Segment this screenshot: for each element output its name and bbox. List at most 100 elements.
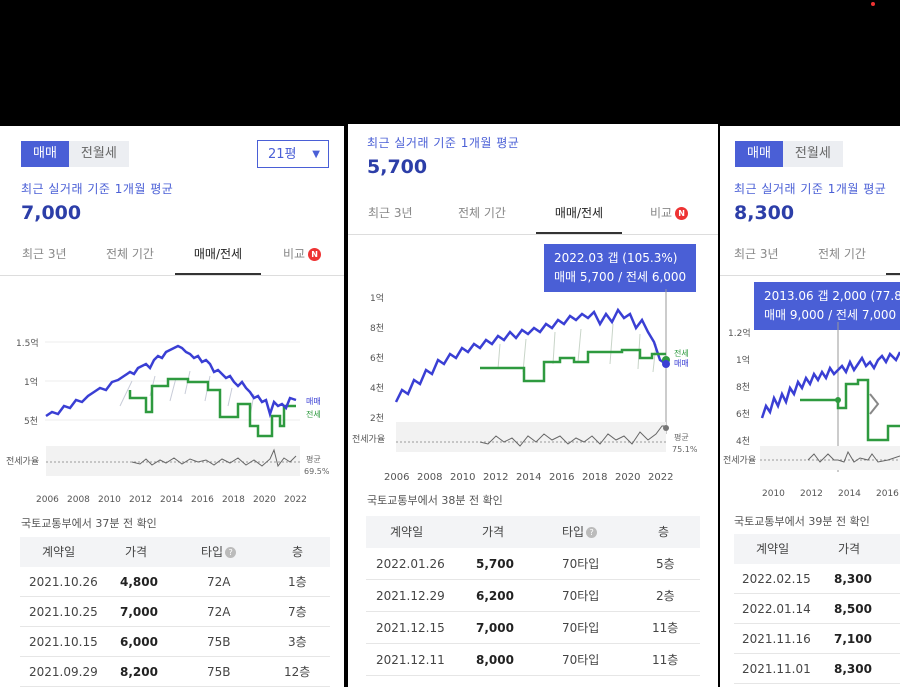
help-icon[interactable]: ? <box>225 547 237 558</box>
trade-spikes <box>497 323 657 373</box>
data-source: 국토교통부에서 39분 전 확인 <box>734 515 870 528</box>
row-type: 72A <box>207 575 231 589</box>
tab-sale-rent[interactable]: 매매/전세 <box>175 239 261 275</box>
y-tick-label: 1억 <box>24 376 38 388</box>
row-date: 2021.12.29 <box>376 589 445 603</box>
table-row[interactable]: 2021.11.01 8,300 <box>734 654 900 684</box>
x-tick-label: 2006 <box>36 495 59 505</box>
y-tick-label: 8천 <box>736 382 750 393</box>
transaction-table: 계약일 가격 타입? 층 2022.01.26 5,700 70타입 5층 20… <box>366 516 700 676</box>
row-price: 8,300 <box>834 662 872 676</box>
row-date: 2021.10.26 <box>29 575 98 589</box>
table-row[interactable]: 2021.10.26 4,800 72A 1층 <box>20 567 330 597</box>
price-chart[interactable]: 1억 8천 6천 4천 2천 전세 매매 전세가율 평균 75.1% 2006 … <box>348 284 718 494</box>
y-tick-label: 4천 <box>736 436 750 447</box>
y-tick-label: 1억 <box>370 292 384 304</box>
x-tick-label: 2010 <box>762 489 785 499</box>
avg-subtitle: 최근 실거래 기준 1개월 평균 <box>367 136 520 150</box>
row-date: 2021.11.16 <box>742 632 811 646</box>
col-type: 타입? <box>201 537 237 567</box>
tab-all-period[interactable]: 전체 기간 <box>458 206 506 220</box>
chevron-right-icon[interactable] <box>869 393 880 415</box>
x-tick-label: 2010 <box>98 495 121 505</box>
tab-sale-rent[interactable] <box>886 239 900 275</box>
y-tick-label: 2천 <box>370 413 384 424</box>
chart-tooltip: 2013.06 갭 2,000 (77.8% 매매 9,000 / 전세 7,0… <box>754 282 900 330</box>
row-price: 8,500 <box>834 602 872 616</box>
table-header: 계약일 가격 타입? 층 <box>366 516 700 548</box>
sale-price-line <box>394 307 667 403</box>
tab-compare-label: 비교 <box>283 247 306 261</box>
period-tabs: 최근 3년 전체 기간 매매/전세 비교 N <box>0 239 344 276</box>
table-row[interactable]: 2021.09.29 8,200 75B 12층 <box>20 657 330 687</box>
table-row[interactable]: 2021.12.11 8,000 70타입 11층 <box>366 644 700 676</box>
toggle-rent[interactable]: 전월세 <box>68 141 129 167</box>
avg-subtitle: 최근 실거래 기준 1개월 평균 <box>734 182 887 196</box>
tab-all-period[interactable]: 전체 기간 <box>818 247 866 261</box>
area-dropdown-value: 21평 <box>268 147 297 162</box>
row-date: 2021.11.01 <box>742 662 811 676</box>
sale-price-line <box>45 344 297 419</box>
toggle-rent[interactable]: 전월세 <box>782 141 843 167</box>
table-row[interactable]: 2022.02.15 8,300 <box>734 564 900 594</box>
avg-price: 8,300 <box>734 202 795 224</box>
table-row[interactable]: 2022.01.26 5,700 70타입 5층 <box>366 548 700 580</box>
col-floor: 층 <box>292 545 304 559</box>
row-floor: 3층 <box>288 635 307 649</box>
table-row[interactable]: 2021.12.29 6,200 70타입 2층 <box>366 580 700 612</box>
table-row[interactable]: 2021.12.15 7,000 70타입 11층 <box>366 612 700 644</box>
gap-ratio-label: 전세가율 <box>723 455 756 466</box>
row-price: 8,200 <box>120 665 158 679</box>
row-price: 8,300 <box>834 572 872 586</box>
tooltip-gap: 2013.06 갭 2,000 (77.8% <box>764 289 900 303</box>
table-row[interactable]: 2021.10.15 6,000 75B 3층 <box>20 627 330 657</box>
row-type: 75B <box>207 665 231 679</box>
col-price: 가격 <box>838 542 861 556</box>
area-dropdown[interactable]: 21평 ▼ <box>257 140 329 168</box>
tab-recent-3y[interactable]: 최근 3년 <box>368 206 413 220</box>
x-tick-label: 2012 <box>129 495 152 505</box>
row-type: 72A <box>207 605 231 619</box>
toggle-sale[interactable]: 매매 <box>735 141 783 167</box>
table-header: 계약일 가격 <box>734 534 900 564</box>
transaction-table: 계약일 가격 2022.02.15 8,300 2022.01.14 8,500… <box>734 534 900 684</box>
help-icon[interactable]: ? <box>586 527 598 538</box>
gap-ratio-band <box>46 446 300 476</box>
legend-rent: 전세 <box>674 348 689 358</box>
col-date: 계약일 <box>390 525 424 539</box>
caret-down-icon: ▼ <box>312 149 320 160</box>
tab-compare[interactable]: 비교 N <box>650 198 689 234</box>
tooltip-prices: 매매 9,000 / 전세 7,000 <box>764 308 897 322</box>
col-date: 계약일 <box>756 542 790 556</box>
tooltip-gap: 2022.03 갭 (105.3%) <box>554 251 678 265</box>
row-type: 75B <box>207 635 231 649</box>
tab-compare[interactable]: 비교 N <box>283 239 322 275</box>
price-chart[interactable]: 1.5억 1억 5천 매매 전세 전세가율 평균 69.5% 2006 2008… <box>0 276 344 516</box>
data-source: 국토교통부에서 38분 전 확인 <box>367 494 503 507</box>
table-row[interactable]: 2022.01.14 8,500 <box>734 594 900 624</box>
gap-ratio-band <box>760 446 900 470</box>
panel-center: 최근 실거래 기준 1개월 평균 5,700 최근 3년 전체 기간 매매/전세… <box>348 124 718 687</box>
y-tick-label: 1.2억 <box>728 327 751 339</box>
tab-recent-3y[interactable]: 최근 3년 <box>734 247 779 261</box>
trade-type-toggle: 매매 전월세 <box>21 141 129 167</box>
legend-rent: 전세 <box>306 409 321 419</box>
period-tabs: 최근 3년 전체 기간 매매/전세 비교 N <box>348 198 718 235</box>
row-price: 6,200 <box>476 589 514 603</box>
y-tick-label: 1억 <box>736 354 750 366</box>
table-row[interactable]: 2021.11.16 7,100 <box>734 624 900 654</box>
col-price: 가격 <box>125 545 148 559</box>
tab-sale-rent[interactable]: 매매/전세 <box>536 198 622 234</box>
price-chart[interactable]: 1.2억 1억 8천 6천 4천 전세가율 2010 2012 2014 201… <box>720 322 900 512</box>
tab-recent-3y[interactable]: 최근 3년 <box>22 247 67 261</box>
tab-all-period[interactable]: 전체 기간 <box>106 247 154 261</box>
row-date: 2021.10.15 <box>29 635 98 649</box>
tab-compare-label: 비교 <box>650 206 673 220</box>
x-tick-label: 2022 <box>648 472 673 483</box>
table-row[interactable]: 2021.10.25 7,000 72A 7층 <box>20 597 330 627</box>
row-type: 70타입 <box>562 653 600 667</box>
row-date: 2022.01.26 <box>376 557 445 571</box>
gap-ratio-label: 전세가율 <box>6 456 39 467</box>
toggle-sale[interactable]: 매매 <box>21 141 69 167</box>
x-tick-label: 2020 <box>253 495 276 505</box>
